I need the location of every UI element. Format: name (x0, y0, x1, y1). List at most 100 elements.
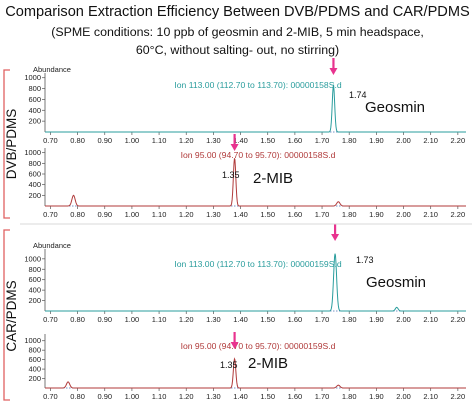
x-tick-label: 1.40 (233, 392, 248, 401)
x-tick-label: 1.50 (260, 136, 275, 145)
peak-arrow-head (331, 234, 340, 241)
x-tick-label: 2.10 (423, 392, 438, 401)
x-tick-label: 1.20 (179, 136, 194, 145)
x-tick-label: 2.20 (451, 136, 466, 145)
x-tick-label: 1.80 (342, 210, 357, 219)
y-tick-label: 800 (28, 265, 41, 274)
y-tick-label: 200 (28, 191, 41, 200)
y-tick-label: 400 (28, 106, 41, 115)
x-tick-label: 0.70 (43, 392, 58, 401)
x-tick-label: 1.70 (315, 392, 330, 401)
x-tick-label: 2.20 (451, 315, 466, 324)
x-tick-label: 1.30 (206, 210, 221, 219)
x-tick-label: 1.10 (152, 392, 167, 401)
x-tick-label: 1.30 (206, 315, 221, 324)
x-tick-label: 1.10 (152, 210, 167, 219)
figure-subtitle-line1: (SPME conditions: 10 ppb of geosmin and … (51, 25, 424, 39)
x-tick-label: 1.00 (125, 392, 140, 401)
y-tick-label: 600 (28, 170, 41, 179)
y-tick-label: 400 (28, 286, 41, 295)
x-tick-label: 0.80 (70, 210, 85, 219)
x-tick-label: 1.70 (315, 136, 330, 145)
peak-arrow-head (230, 342, 239, 349)
x-tick-label: 1.80 (342, 136, 357, 145)
x-tick-label: 0.70 (43, 136, 58, 145)
y-tick-label: 400 (28, 365, 41, 374)
ion-label: Ion 95.00 (94.70 to 95.70): 00000158S.d (181, 150, 336, 160)
y-tick-label: 1000 (24, 254, 41, 263)
x-tick-label: 1.70 (315, 210, 330, 219)
y-tick-label: 600 (28, 275, 41, 284)
x-tick-label: 1.50 (260, 210, 275, 219)
x-tick-label: 2.10 (423, 210, 438, 219)
compound-label: Geosmin (366, 274, 426, 291)
peak-arrow-head (230, 144, 239, 151)
x-tick-label: 1.50 (260, 315, 275, 324)
x-tick-label: 1.20 (179, 315, 194, 324)
x-tick-label: 1.80 (342, 315, 357, 324)
y-tick-label: 600 (28, 95, 41, 104)
ion-label: Ion 95.00 (94.70 to 95.70): 00000159S.d (181, 341, 336, 351)
peak-rt-label: 1.35 (220, 360, 238, 370)
x-tick-label: 1.40 (233, 136, 248, 145)
peak-rt-label: 1.73 (356, 255, 374, 265)
x-tick-label: 1.60 (288, 136, 303, 145)
x-tick-label: 1.90 (369, 392, 384, 401)
x-tick-label: 1.20 (179, 392, 194, 401)
x-tick-label: 0.80 (70, 136, 85, 145)
x-tick-label: 1.90 (369, 315, 384, 324)
y-tick-label: 800 (28, 84, 41, 93)
x-tick-label: 0.90 (97, 136, 112, 145)
compound-label: Geosmin (365, 99, 425, 116)
x-tick-label: 2.20 (451, 210, 466, 219)
bracket-line (3, 69, 10, 219)
x-tick-label: 1.40 (233, 210, 248, 219)
group-bracket: DVB/PDMS (3, 69, 19, 219)
x-tick-label: 1.30 (206, 392, 221, 401)
x-tick-label: 1.10 (152, 315, 167, 324)
x-tick-label: 1.80 (342, 392, 357, 401)
x-tick-label: 0.70 (43, 315, 58, 324)
x-tick-label: 2.20 (451, 392, 466, 401)
x-tick-label: 1.50 (260, 392, 275, 401)
y-axis-title: Abundance (33, 241, 71, 250)
ion-label: Ion 113.00 (112.70 to 113.70): 00000158S… (174, 80, 341, 90)
x-tick-label: 1.00 (125, 136, 140, 145)
group-bracket: CAR/PDMS (3, 229, 19, 401)
y-tick-label: 400 (28, 180, 41, 189)
trace-line (45, 253, 466, 312)
x-tick-label: 2.00 (396, 210, 411, 219)
x-tick-label: 1.90 (369, 136, 384, 145)
x-tick-label: 0.90 (97, 315, 112, 324)
group-label: CAR/PDMS (4, 280, 19, 351)
x-tick-label: 1.20 (179, 210, 194, 219)
x-tick-label: 1.10 (152, 136, 167, 145)
x-tick-label: 0.90 (97, 210, 112, 219)
x-tick-label: 2.00 (396, 136, 411, 145)
x-tick-label: 0.90 (97, 392, 112, 401)
x-tick-label: 1.40 (233, 315, 248, 324)
x-tick-label: 0.80 (70, 392, 85, 401)
trace-line (45, 158, 466, 207)
y-tick-label: 200 (28, 374, 41, 383)
x-tick-label: 1.00 (125, 210, 140, 219)
y-axis-title: Abundance (33, 65, 71, 74)
x-tick-label: 1.30 (206, 136, 221, 145)
group-label: DVB/PDMS (4, 109, 19, 180)
x-tick-label: 0.80 (70, 315, 85, 324)
figure-subtitle-line2: 60°C, without salting- out, no stirring) (135, 43, 340, 57)
y-tick-label: 1000 (24, 336, 41, 345)
y-tick-label: 600 (28, 355, 41, 364)
x-tick-label: 2.00 (396, 392, 411, 401)
y-tick-label: 200 (28, 117, 41, 126)
bracket-line (3, 229, 10, 401)
y-tick-label: 800 (28, 159, 41, 168)
x-tick-label: 1.90 (369, 210, 384, 219)
x-tick-label: 1.60 (288, 315, 303, 324)
trace-line (45, 83, 466, 133)
peak-rt-label: 1.35 (222, 170, 240, 180)
